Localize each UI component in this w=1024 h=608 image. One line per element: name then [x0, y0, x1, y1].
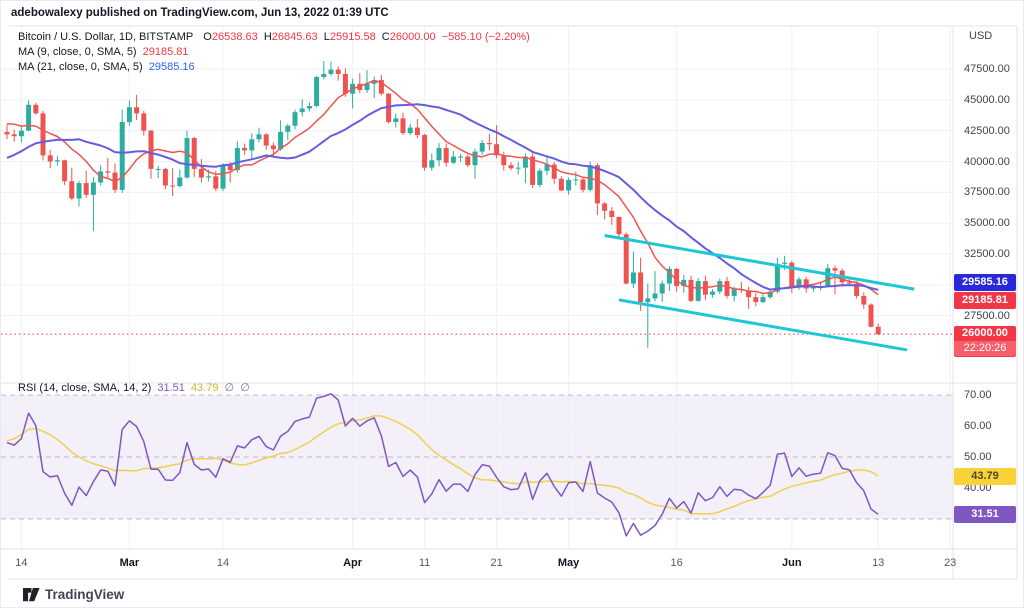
- channel-trendline-lower[interactable]: [618, 298, 908, 352]
- ma-fast-value: 29185.81: [142, 46, 189, 58]
- ma-fast-price-badge: 29185.81: [954, 292, 1016, 310]
- last-price-badge: 26000.00 22:20:26: [954, 326, 1016, 358]
- symbol-legend: Bitcoin / U.S. Dollar, 1D, BITSTAMP O265…: [18, 30, 530, 75]
- rsi-ma-badge: 43.79: [954, 468, 1016, 486]
- time-axis-label: 13: [872, 557, 885, 569]
- symbol-title[interactable]: Bitcoin / U.S. Dollar, 1D, BITSTAMP: [18, 31, 194, 43]
- close-value: 26000.00: [389, 31, 436, 43]
- tradingview-logo-text: TradingView: [45, 587, 125, 602]
- rsi-axis-label: 50.00: [964, 451, 992, 463]
- time-axis-label: 23: [944, 557, 957, 569]
- rsi-ma-line: [6, 415, 879, 515]
- price-axis-label: 32500.00: [964, 248, 1010, 260]
- rsi-value: 31.51: [157, 382, 185, 394]
- time-axis-label: Mar: [119, 557, 140, 569]
- attribution: adebowalexy published on TradingView.com…: [11, 7, 389, 19]
- time-axis-label: 11: [418, 557, 431, 569]
- open-label: O: [203, 31, 212, 43]
- ma9-line[interactable]: [6, 79, 879, 296]
- tradingview-logo[interactable]: TradingView: [23, 587, 124, 602]
- rsi-ma-value: 43.79: [190, 382, 219, 394]
- rsi-axis-label: 60.00: [964, 420, 992, 432]
- pane-frame: [1, 25, 1018, 580]
- rsi-value-badge: 31.51: [954, 506, 1016, 524]
- rsi-band: [1, 395, 953, 519]
- time-axis-label: Jun: [782, 557, 802, 569]
- bar-countdown: 22:20:26: [954, 341, 1016, 357]
- time-axis-label: 14: [216, 557, 230, 569]
- high-label: H: [263, 31, 272, 43]
- open-value: 26538.63: [211, 31, 258, 43]
- price-axis-label: 35000.00: [964, 217, 1010, 230]
- rsi-empty-2: ∅: [240, 382, 250, 394]
- price-axis-unit: USD: [969, 30, 993, 42]
- tradingview-logo-icon: [23, 587, 40, 601]
- rsi-legend: RSI (14, close, SMA, 14, 2) 31.51 43.79 …: [18, 381, 250, 394]
- time-axis-label: 21: [490, 557, 503, 569]
- price-axis-label: 42500.00: [964, 124, 1010, 137]
- ma-slow-price-badge: 29585.16: [954, 274, 1016, 292]
- ma-slow-row: MA (21, close, 0, SMA, 5) 29585.16: [18, 60, 530, 75]
- low-label: L: [323, 31, 330, 43]
- rsi-line: [6, 393, 879, 537]
- ma-slow-label[interactable]: MA (21, close, 0, SMA, 5): [18, 61, 143, 73]
- low-value: 25915.58: [329, 31, 376, 43]
- change-value: −585.10 (−2.20%): [441, 31, 530, 43]
- ma-fast-label[interactable]: MA (9, close, 0, SMA, 5): [18, 46, 137, 58]
- time-axis-label: 16: [670, 557, 683, 569]
- close-label: C: [381, 31, 390, 43]
- price-axis-label: 27500.00: [964, 309, 1010, 322]
- channel-trendline-upper[interactable]: [604, 234, 915, 291]
- rsi-empty-1: ∅: [224, 382, 235, 394]
- symbol-title-row: Bitcoin / U.S. Dollar, 1D, BITSTAMP O265…: [18, 30, 530, 45]
- price-axis-label: 47500.00: [964, 63, 1010, 75]
- rsi-axis-label: 70.00: [964, 389, 992, 401]
- high-value: 26845.63: [271, 31, 318, 43]
- price-axis-label: 37500.00: [964, 186, 1010, 199]
- price-axis-label: 45000.00: [964, 93, 1010, 106]
- time-axis-label: 14: [15, 557, 28, 569]
- ma-fast-row: MA (9, close, 0, SMA, 5) 29185.81: [18, 45, 530, 60]
- rsi-dashed-levels: [1, 394, 953, 520]
- ma21-line[interactable]: [6, 103, 879, 291]
- price-axis-label: 40000.00: [964, 155, 1010, 168]
- ma-slow-value: 29585.16: [148, 61, 195, 73]
- last-price-value: 26000.00: [962, 327, 1008, 340]
- rsi-label[interactable]: RSI (14, close, SMA, 14, 2): [18, 382, 152, 394]
- candlestick-series: [4, 60, 881, 348]
- time-axis-label: Apr: [343, 557, 363, 569]
- grid: [1, 26, 953, 549]
- time-axis-label: May: [557, 557, 580, 569]
